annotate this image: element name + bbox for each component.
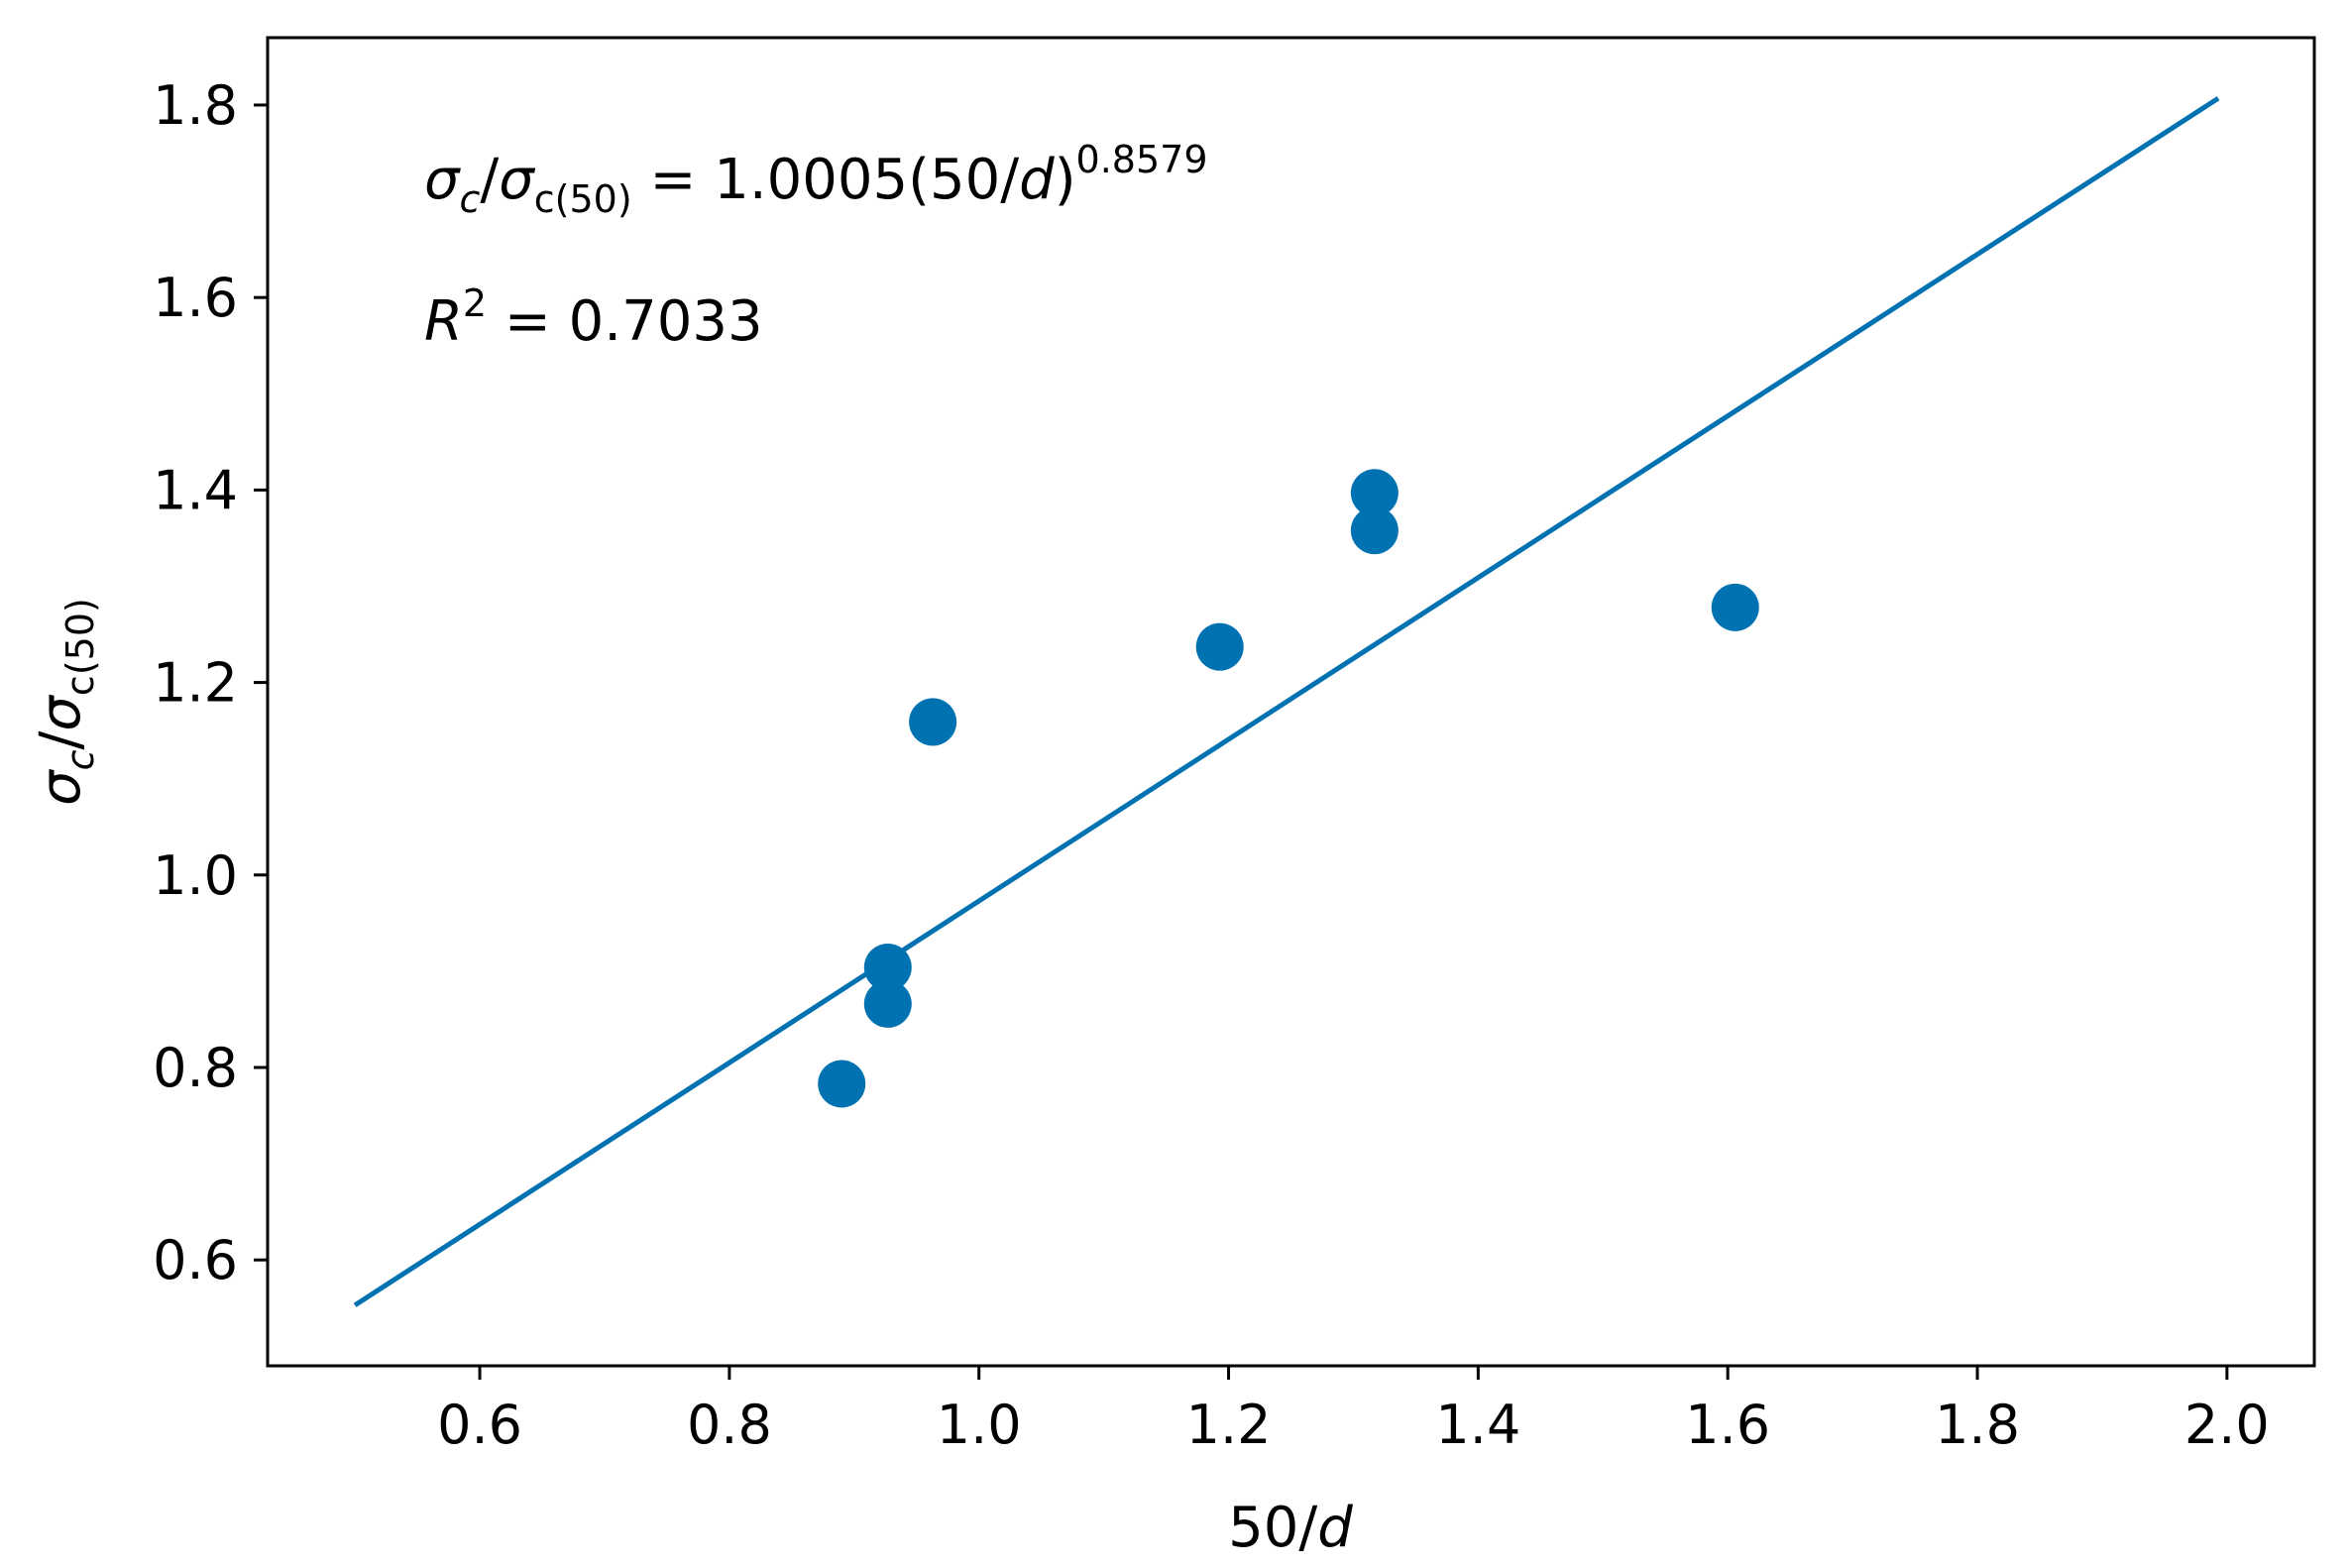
data-point <box>863 979 912 1028</box>
x-tick-label: 1.2 <box>1186 1394 1272 1456</box>
r-squared-sup: 2 <box>463 281 487 325</box>
y-axis-label-sub-2: c(50) <box>58 598 102 696</box>
r-squared: R2 = 0.7033 <box>424 281 763 354</box>
y-tick-label: 0.6 <box>153 1229 238 1291</box>
y-tick-label: 1.2 <box>153 652 238 715</box>
equation-exponent: 0.8579 <box>1076 138 1208 181</box>
y-axis-label-sub: c <box>58 749 102 770</box>
y-tick-label: 1.8 <box>153 74 238 137</box>
x-axis-label: 50/d <box>1228 1496 1353 1560</box>
y-axis-label: σc/σc(50) <box>29 598 102 806</box>
x-tick-label: 0.8 <box>687 1394 772 1456</box>
data-point <box>863 944 912 991</box>
x-tick-label: 1.8 <box>1935 1394 2020 1456</box>
data-point <box>818 1060 866 1108</box>
data-point <box>909 698 957 746</box>
y-axis-label-sigma: σ <box>29 769 93 806</box>
r-squared-symbol: R <box>424 289 463 354</box>
x-tick-label: 2.0 <box>2184 1394 2270 1456</box>
y-axis-label-slash: / <box>29 730 93 749</box>
x-tick-label: 1.6 <box>1685 1394 1770 1456</box>
data-point <box>1350 506 1399 555</box>
y-axis-label-sigma-2: σ <box>29 695 93 731</box>
r-squared-value: = 0.7033 <box>487 289 762 354</box>
fit-line-layer <box>353 96 2220 1307</box>
y-tick-label: 0.8 <box>153 1037 238 1099</box>
data-points-layer <box>818 469 1759 1108</box>
y-tick-label: 1.6 <box>153 267 238 329</box>
equation-rhs: = 1.0005(50/ <box>632 148 1020 212</box>
x-tick-label: 1.4 <box>1435 1394 1520 1456</box>
fit-line <box>353 96 2220 1307</box>
x-axis-label-var: d <box>1317 1496 1353 1560</box>
data-point <box>1195 622 1244 671</box>
plot-frame <box>266 36 2316 1368</box>
equation-sigma-2-sub: c(50) <box>534 177 632 221</box>
equation-rhs-close: ) <box>1055 148 1076 212</box>
x-axis-label-main: 50/ <box>1228 1496 1317 1560</box>
equation-slash: / <box>480 148 499 212</box>
fit-equation: σc/σc(50) = 1.0005(50/d)0.8579 <box>424 138 1208 221</box>
y-axis-ticks: 0.6 0.8 1.0 1.2 1.4 1.6 1.8 <box>153 74 268 1291</box>
data-point <box>1350 469 1399 517</box>
equation-sigma-2: σ <box>499 148 535 212</box>
equation-sigma-sub: c <box>460 177 481 221</box>
x-axis-ticks: 0.6 0.8 1.0 1.2 1.4 1.6 1.8 2.0 <box>437 1366 2270 1456</box>
x-tick-label: 1.0 <box>937 1394 1022 1456</box>
y-tick-label: 1.4 <box>153 459 238 521</box>
equation-sigma: σ <box>424 148 461 212</box>
y-tick-label: 1.0 <box>153 844 238 907</box>
equation-rhs-var: d <box>1019 148 1055 212</box>
data-point <box>1711 583 1759 631</box>
x-tick-label: 0.6 <box>437 1394 522 1456</box>
